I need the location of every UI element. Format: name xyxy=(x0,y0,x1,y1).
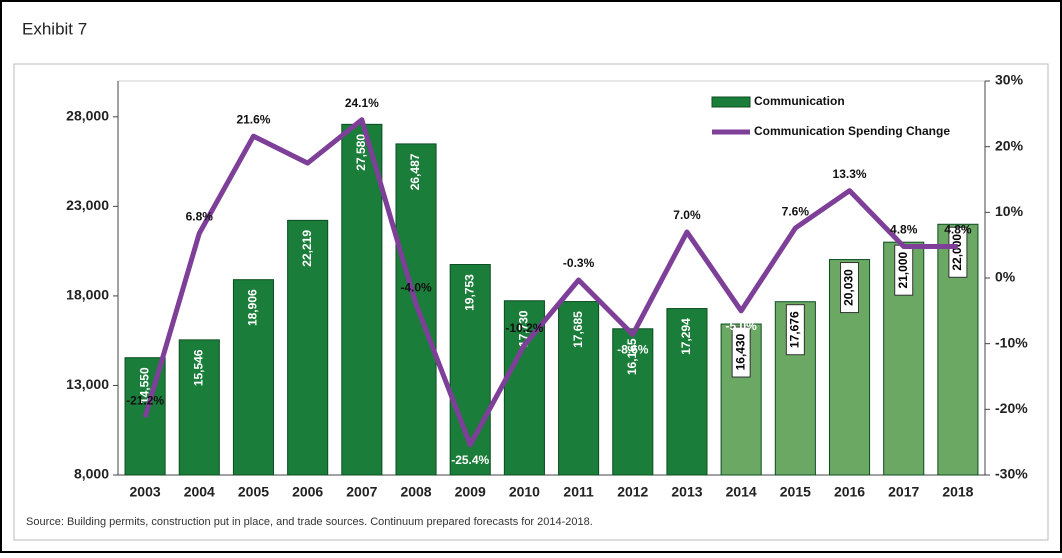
bar-value-label: 17,730 xyxy=(517,310,531,347)
y2-tick-label: -20% xyxy=(995,400,1028,416)
x-tick-label: 2015 xyxy=(780,484,811,500)
bar xyxy=(449,264,491,476)
legend-label: Communication Spending Change xyxy=(754,124,950,138)
x-tick-label: 2005 xyxy=(238,484,269,500)
label-box xyxy=(840,262,860,314)
bar xyxy=(558,301,600,476)
x-tick-label: 2018 xyxy=(942,484,973,500)
x-tick-label: 2014 xyxy=(726,484,757,500)
bar-value-label: 17,294 xyxy=(679,318,693,355)
x-tick-label: 2007 xyxy=(346,484,377,500)
legend-swatch xyxy=(711,96,751,108)
change-label: 7.0% xyxy=(673,208,701,222)
exhibit-label: Exhibit 7 xyxy=(22,19,87,38)
source-note: Source: Building permits, construction p… xyxy=(26,516,593,528)
bar xyxy=(178,339,220,476)
change-label: -21.2% xyxy=(126,393,164,407)
bar-value-label: 15,546 xyxy=(191,349,205,386)
bar xyxy=(395,143,437,476)
x-tick-label: 2008 xyxy=(400,484,431,500)
bar-value-label: 17,685 xyxy=(571,311,585,348)
y-tick-label: 18,000 xyxy=(66,287,109,303)
bar-value-label: 16,165 xyxy=(625,338,639,375)
y2-tick-label: 0% xyxy=(995,269,1016,285)
change-label: 6.8% xyxy=(186,210,214,224)
bar xyxy=(666,308,708,476)
x-tick-label: 2011 xyxy=(563,484,594,500)
label-box xyxy=(731,326,751,378)
change-label: 21.6% xyxy=(236,112,270,126)
y2-tick-label: 20% xyxy=(995,137,1024,153)
change-label: 7.6% xyxy=(782,204,810,218)
change-label: -0.3% xyxy=(563,256,595,270)
x-tick-label: 2016 xyxy=(834,484,865,500)
x-tick-label: 2003 xyxy=(130,484,161,500)
y2-tick-label: 10% xyxy=(995,203,1024,219)
change-label: -10.2% xyxy=(505,321,543,335)
change-line xyxy=(142,117,958,448)
x-tick-label: 2010 xyxy=(509,484,540,500)
y2-tick-label: 30% xyxy=(995,72,1024,88)
bar-value-label: 26,487 xyxy=(408,153,422,190)
y-tick-label: 13,000 xyxy=(66,376,109,392)
change-label: -4.0% xyxy=(400,280,432,294)
change-label: 4.8% xyxy=(890,223,918,237)
y2-tick-label: -10% xyxy=(995,334,1028,350)
label-box xyxy=(948,226,968,278)
x-tick-label: 2017 xyxy=(888,484,919,500)
x-tick-label: 2009 xyxy=(455,484,486,500)
x-tick-label: 2004 xyxy=(184,484,215,500)
legend-label: Communication xyxy=(754,94,845,108)
bar xyxy=(232,279,275,476)
bar xyxy=(287,219,329,476)
bar-value-label: 17,676 xyxy=(788,311,802,348)
bar-value-label: 21,000 xyxy=(896,252,910,289)
y2-tick-label: -30% xyxy=(995,466,1028,482)
chart-frame xyxy=(13,63,1049,541)
bar-value-label: 20,030 xyxy=(842,269,856,306)
bar-value-label: 22,219 xyxy=(300,230,314,267)
label-box xyxy=(785,304,805,356)
change-label: -25.4% xyxy=(451,453,489,467)
change-label: 24.1% xyxy=(345,96,379,110)
change-label: 4.8% xyxy=(944,223,972,237)
change-label: -5.0% xyxy=(725,319,757,333)
change-label: 17.5% xyxy=(291,171,325,185)
bar xyxy=(341,123,383,476)
bar-value-label: 14,550 xyxy=(137,367,151,404)
y-tick-label: 28,000 xyxy=(66,108,109,124)
y-tick-label: 23,000 xyxy=(66,197,109,213)
bar-value-label: 18,906 xyxy=(246,289,260,326)
x-tick-label: 2013 xyxy=(671,484,702,500)
x-tick-label: 2006 xyxy=(292,484,323,500)
change-label: -8.6% xyxy=(617,343,649,357)
bar-value-label: 22,000 xyxy=(950,234,964,271)
bar-value-label: 16,430 xyxy=(733,333,747,370)
x-tick-label: 2012 xyxy=(617,484,648,500)
change-label: 13.3% xyxy=(833,167,867,181)
bar-value-label: 27,580 xyxy=(354,134,368,171)
bar-value-label: 19,753 xyxy=(462,274,476,311)
bar xyxy=(612,328,654,476)
y-tick-label: 8,000 xyxy=(74,466,109,482)
